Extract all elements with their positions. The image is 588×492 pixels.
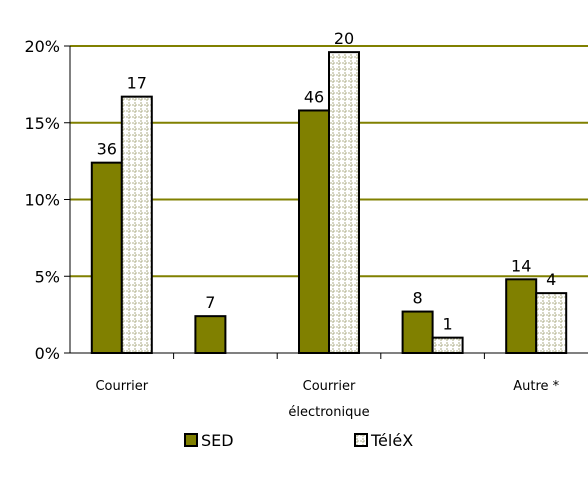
data-label: 4 [546,270,556,289]
y-tick-label: 20% [24,37,60,56]
x-category-label: électronique [288,405,369,420]
data-labels: 36 17 7 46 20 8 1 14 4 [97,29,557,334]
bar-sed-2 [298,109,330,354]
legend-swatch [354,433,368,447]
legend-label: SED [201,431,234,450]
axes: 0% 5% 10% 15% 20% Courrier Courrier électroniqu… [24,37,588,420]
bar-t-l-x-2 [328,51,360,354]
data-label: 1 [443,315,453,334]
y-tick-label: 10% [24,191,60,210]
data-label: 7 [205,293,215,312]
bar-sed-0 [90,161,123,354]
legend-label: TéléX [370,431,413,450]
bar-t-l-x-3 [431,336,464,354]
data-label: 17 [127,74,147,93]
bar-sed-3 [401,310,434,354]
y-tick-label: 5% [35,267,60,286]
legend: SED TéléX [184,431,413,450]
data-label: 36 [97,140,117,159]
bar-t-l-x-4 [535,292,568,355]
x-category-label: Courrier [95,379,148,394]
legend-swatch [184,433,198,447]
y-tick-label: 0% [35,344,60,363]
bar-sed-4 [505,278,538,355]
data-label: 14 [511,256,531,275]
bar-t-l-x-0 [120,95,153,354]
x-category-label: Autre * [513,379,559,394]
data-label: 8 [413,289,423,308]
x-category-label: Courrier [303,379,356,394]
bar-sed-1 [194,315,227,355]
data-label: 46 [304,87,324,106]
data-label: 20 [334,29,354,48]
y-tick-label: 15% [24,114,60,133]
bars [90,51,568,355]
